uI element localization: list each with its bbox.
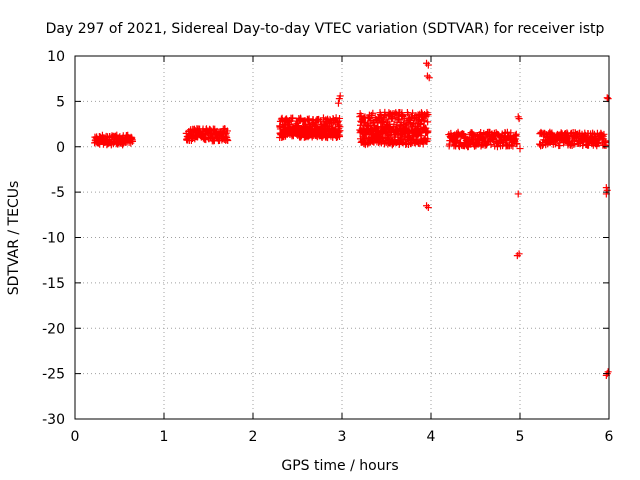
data-point (452, 138, 460, 146)
data-point (603, 186, 611, 194)
data-point (336, 114, 344, 122)
data-point (206, 126, 214, 134)
data-point (516, 145, 524, 153)
data-point (425, 74, 433, 82)
data-point (381, 129, 389, 137)
y-tick-label: -20 (42, 321, 65, 337)
data-point (223, 127, 231, 135)
data-point (509, 142, 517, 150)
x-tick-label: 2 (249, 429, 258, 445)
y-tick-label: -5 (51, 185, 65, 201)
data-point (424, 204, 432, 212)
data-point (423, 72, 431, 80)
data-point (487, 141, 495, 149)
data-point (515, 115, 523, 123)
data-point (361, 135, 369, 143)
data-point (369, 109, 377, 117)
data-point (378, 119, 386, 127)
chart-title: Day 297 of 2021, Sidereal Day-to-day VTE… (46, 21, 605, 37)
data-point (514, 113, 522, 121)
data-point (315, 115, 323, 123)
data-point (224, 137, 232, 145)
data-point (513, 252, 521, 260)
data-point (600, 130, 608, 138)
y-axis-label: SDTVAR / TECUs (6, 181, 22, 296)
data-point (223, 136, 231, 144)
x-tick-label: 3 (338, 429, 347, 445)
y-tick-label: 5 (56, 94, 65, 110)
y-tick-label: -25 (42, 367, 65, 383)
y-tick-label: 0 (56, 140, 65, 156)
x-axis-label: GPS time / hours (281, 458, 398, 474)
y-tick-label: -30 (42, 412, 65, 428)
data-point (424, 118, 432, 126)
x-tick-label: 1 (160, 429, 169, 445)
data-point (334, 99, 342, 107)
data-point (289, 114, 297, 122)
data-point (423, 59, 431, 67)
data-point (336, 92, 344, 100)
data-point (420, 117, 428, 125)
x-tick-label: 4 (427, 429, 436, 445)
data-point (598, 131, 606, 139)
data-point (477, 129, 485, 137)
data-point (423, 129, 431, 137)
data-point (424, 127, 432, 135)
data-point (336, 127, 344, 135)
data-point (209, 135, 217, 143)
x-tick-label: 0 (71, 429, 80, 445)
data-point (336, 133, 344, 141)
data-point (507, 129, 515, 137)
data-point (515, 250, 523, 258)
data-point (604, 368, 612, 376)
y-tick-label: -10 (42, 231, 65, 247)
data-points (91, 59, 612, 379)
data-point (424, 61, 432, 69)
data-point (424, 111, 432, 119)
x-tick-label: 6 (605, 429, 614, 445)
axes: 0 1 2 3 4 5 6 10 5 0 -5 -10 -15 -20 -25 -30 (42, 49, 613, 445)
data-point (129, 137, 137, 145)
data-point (603, 94, 611, 102)
data-point (478, 134, 486, 142)
y-tick-label: -15 (42, 276, 65, 292)
data-point (602, 141, 610, 149)
data-point (514, 190, 522, 198)
data-point (483, 139, 491, 147)
data-point (512, 130, 520, 138)
data-point (424, 135, 432, 143)
data-point (422, 112, 430, 120)
grid (75, 56, 609, 419)
data-point (423, 202, 431, 210)
x-tick-label: 5 (516, 429, 525, 445)
data-point (332, 114, 340, 122)
data-point (513, 140, 521, 148)
y-tick-label: 10 (47, 49, 65, 65)
